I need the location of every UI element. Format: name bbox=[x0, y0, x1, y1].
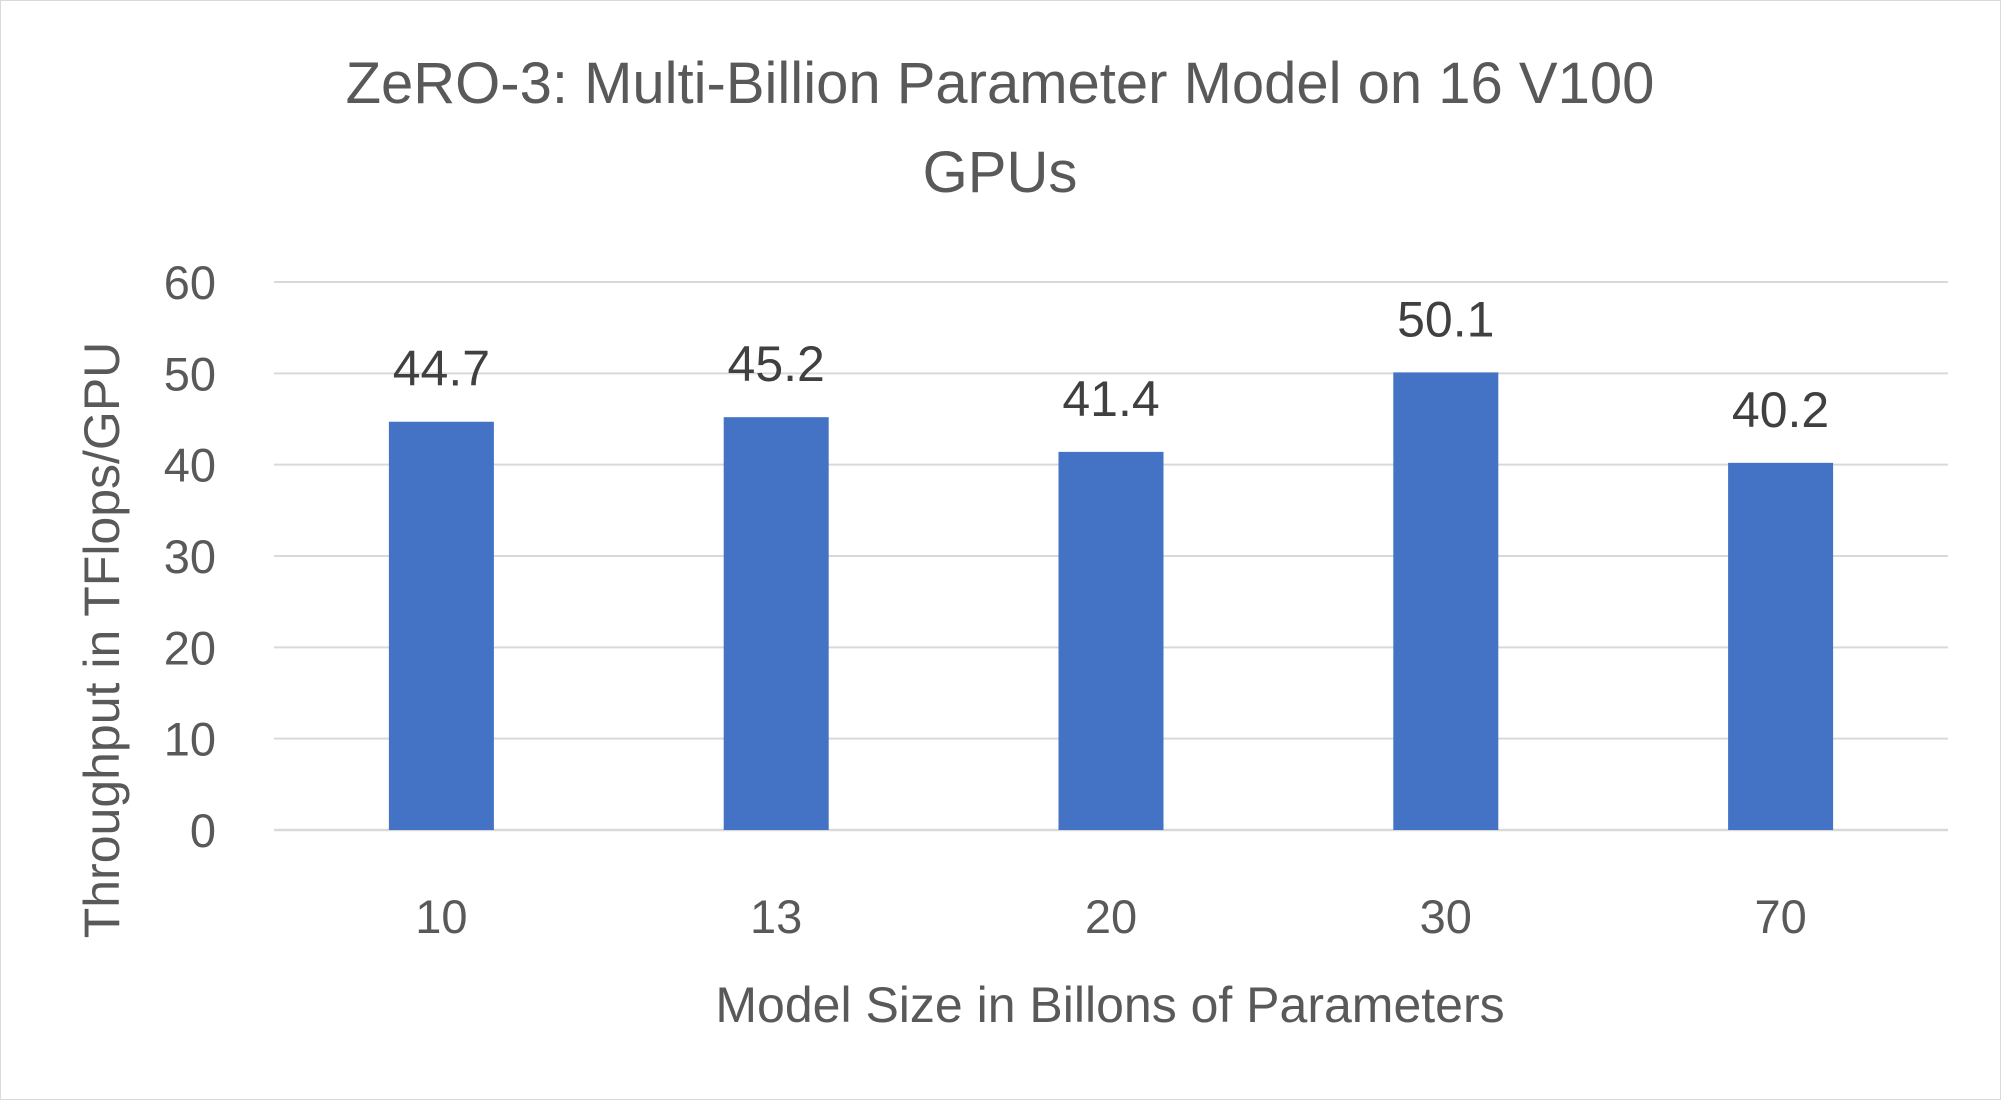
data-label-20: 41.4 bbox=[1062, 371, 1159, 427]
bar-13 bbox=[723, 417, 829, 830]
bar-10 bbox=[388, 421, 494, 830]
x-axis-ticks: 10 13 20 30 70 bbox=[415, 890, 1806, 943]
y-axis-ticks: 0 10 20 30 40 50 60 bbox=[164, 256, 216, 857]
y-tick-label-20: 20 bbox=[164, 621, 216, 674]
data-label-70: 40.2 bbox=[1732, 382, 1829, 438]
x-tick-label-13: 13 bbox=[750, 890, 802, 943]
y-tick-label-10: 10 bbox=[164, 713, 216, 766]
y-tick-label-30: 30 bbox=[164, 530, 216, 583]
x-axis-title: Model Size in Billons of Parameters bbox=[715, 977, 1504, 1033]
x-tick-label-70: 70 bbox=[1754, 890, 1806, 943]
x-tick-label-30: 30 bbox=[1420, 890, 1472, 943]
y-tick-label-40: 40 bbox=[164, 439, 216, 492]
bar-70 bbox=[1728, 462, 1834, 830]
data-label-10: 44.7 bbox=[393, 341, 490, 397]
chart-title-line-1: ZeRO-3: Multi-Billion Parameter Model on… bbox=[346, 51, 1655, 116]
y-tick-label-60: 60 bbox=[164, 256, 216, 309]
data-label-13: 45.2 bbox=[728, 336, 825, 392]
y-axis-title: Throughput in TFlops/GPU bbox=[74, 342, 130, 939]
x-tick-label-10: 10 bbox=[415, 890, 467, 943]
chart-title-line-2: GPUs bbox=[923, 140, 1078, 205]
data-label-30: 50.1 bbox=[1397, 291, 1494, 347]
y-tick-label-0: 0 bbox=[190, 804, 216, 857]
data-labels: 44.7 45.2 41.4 50.1 40.2 bbox=[393, 291, 1830, 437]
x-tick-label-20: 20 bbox=[1085, 890, 1137, 943]
y-tick-label-50: 50 bbox=[164, 347, 216, 400]
chart-title: ZeRO-3: Multi-Billion Parameter Model on… bbox=[346, 51, 1655, 205]
bars bbox=[388, 372, 1834, 830]
bar-30 bbox=[1393, 372, 1499, 830]
bar-20 bbox=[1058, 451, 1164, 830]
